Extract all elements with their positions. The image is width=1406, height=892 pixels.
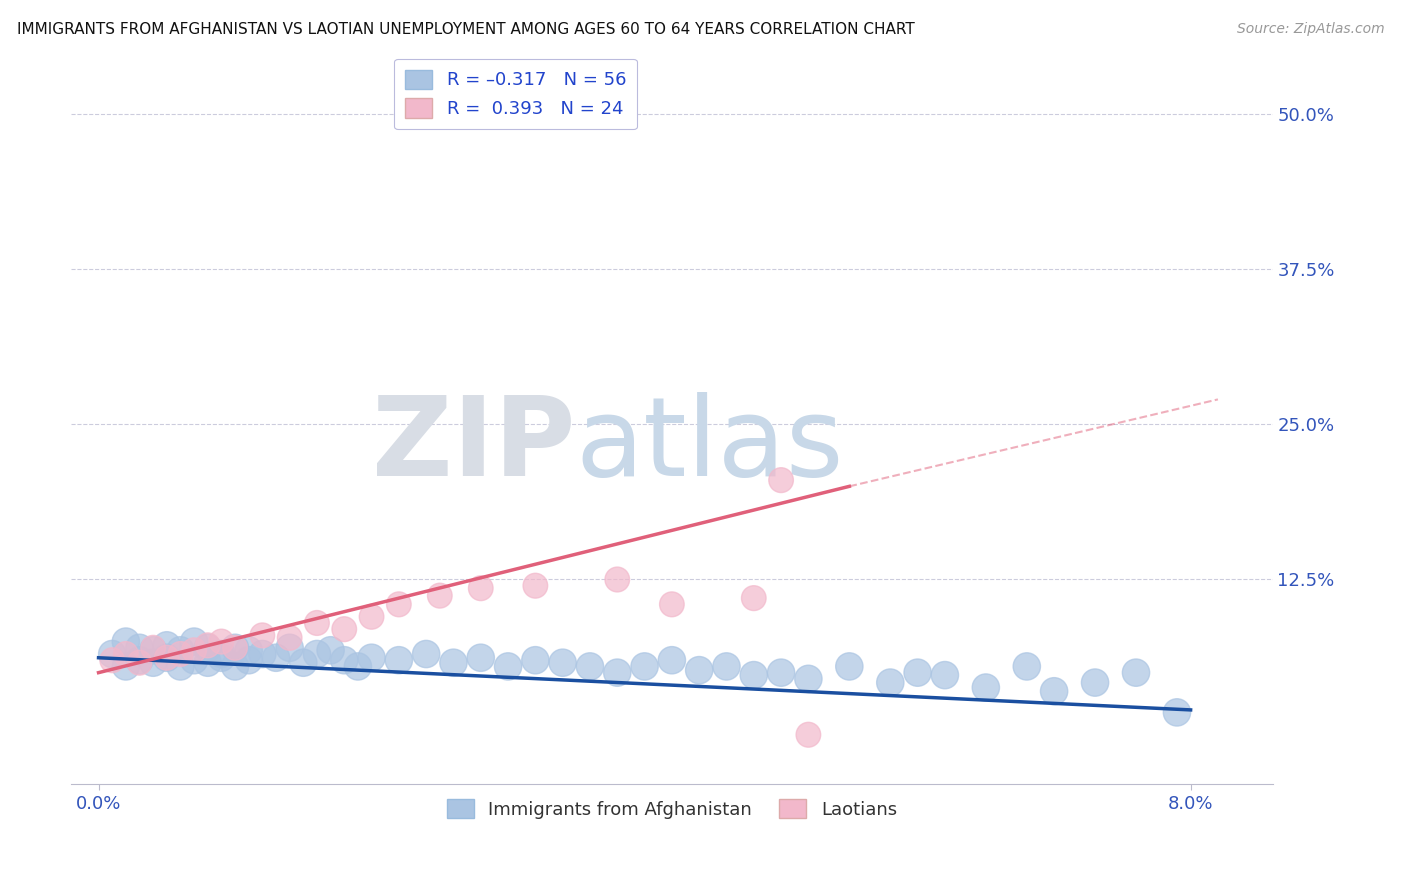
Ellipse shape xyxy=(194,634,221,662)
Ellipse shape xyxy=(180,647,208,673)
Text: ZIP: ZIP xyxy=(373,392,576,500)
Ellipse shape xyxy=(605,567,630,592)
Ellipse shape xyxy=(1081,669,1109,697)
Ellipse shape xyxy=(167,637,194,664)
Ellipse shape xyxy=(277,625,302,650)
Ellipse shape xyxy=(495,653,522,680)
Ellipse shape xyxy=(359,644,385,672)
Ellipse shape xyxy=(440,649,467,676)
Ellipse shape xyxy=(180,628,208,656)
Text: IMMIGRANTS FROM AFGHANISTAN VS LAOTIAN UNEMPLOYMENT AMONG AGES 60 TO 64 YEARS CO: IMMIGRANTS FROM AFGHANISTAN VS LAOTIAN U… xyxy=(17,22,915,37)
Ellipse shape xyxy=(169,641,193,666)
Ellipse shape xyxy=(468,575,494,600)
Ellipse shape xyxy=(835,653,863,680)
Ellipse shape xyxy=(305,610,329,635)
Ellipse shape xyxy=(768,659,794,686)
Ellipse shape xyxy=(385,647,412,673)
Text: atlas: atlas xyxy=(576,392,844,500)
Ellipse shape xyxy=(904,659,931,686)
Ellipse shape xyxy=(576,653,603,680)
Ellipse shape xyxy=(98,640,127,668)
Ellipse shape xyxy=(330,647,359,673)
Ellipse shape xyxy=(631,653,658,680)
Ellipse shape xyxy=(548,649,576,676)
Ellipse shape xyxy=(141,635,166,660)
Ellipse shape xyxy=(1014,653,1040,680)
Ellipse shape xyxy=(427,583,453,608)
Ellipse shape xyxy=(127,647,153,673)
Ellipse shape xyxy=(222,635,247,660)
Ellipse shape xyxy=(195,633,219,657)
Ellipse shape xyxy=(304,640,330,668)
Ellipse shape xyxy=(467,644,495,672)
Ellipse shape xyxy=(796,723,821,747)
Ellipse shape xyxy=(250,623,274,648)
Ellipse shape xyxy=(153,632,180,659)
Ellipse shape xyxy=(877,669,904,697)
Ellipse shape xyxy=(139,637,167,664)
Ellipse shape xyxy=(276,634,304,662)
Ellipse shape xyxy=(100,648,125,673)
Ellipse shape xyxy=(332,616,357,641)
Ellipse shape xyxy=(1163,698,1191,726)
Ellipse shape xyxy=(387,592,411,616)
Ellipse shape xyxy=(235,637,263,664)
Ellipse shape xyxy=(1122,659,1150,686)
Ellipse shape xyxy=(208,644,235,672)
Ellipse shape xyxy=(209,629,233,654)
Ellipse shape xyxy=(659,592,685,616)
Ellipse shape xyxy=(316,637,344,664)
Ellipse shape xyxy=(658,647,686,673)
Ellipse shape xyxy=(235,647,263,673)
Ellipse shape xyxy=(344,653,371,680)
Ellipse shape xyxy=(972,673,1000,701)
Ellipse shape xyxy=(127,650,152,675)
Ellipse shape xyxy=(603,659,631,686)
Ellipse shape xyxy=(360,605,384,629)
Ellipse shape xyxy=(523,574,548,599)
Ellipse shape xyxy=(127,634,153,662)
Ellipse shape xyxy=(740,662,768,689)
Ellipse shape xyxy=(741,586,766,610)
Ellipse shape xyxy=(769,467,793,492)
Ellipse shape xyxy=(114,641,138,666)
Text: Source: ZipAtlas.com: Source: ZipAtlas.com xyxy=(1237,22,1385,37)
Ellipse shape xyxy=(208,640,235,668)
Ellipse shape xyxy=(112,628,139,656)
Ellipse shape xyxy=(139,649,167,676)
Ellipse shape xyxy=(263,644,290,672)
Ellipse shape xyxy=(931,662,959,689)
Ellipse shape xyxy=(713,653,740,680)
Ellipse shape xyxy=(167,653,194,680)
Ellipse shape xyxy=(112,653,139,680)
Ellipse shape xyxy=(522,647,548,673)
Ellipse shape xyxy=(686,657,713,684)
Ellipse shape xyxy=(290,649,316,676)
Ellipse shape xyxy=(221,653,249,680)
Ellipse shape xyxy=(412,640,440,668)
Legend: Immigrants from Afghanistan, Laotians: Immigrants from Afghanistan, Laotians xyxy=(440,791,904,826)
Ellipse shape xyxy=(194,649,221,676)
Ellipse shape xyxy=(1040,678,1067,705)
Ellipse shape xyxy=(181,638,207,663)
Ellipse shape xyxy=(249,640,276,668)
Ellipse shape xyxy=(155,645,179,670)
Ellipse shape xyxy=(221,634,249,662)
Ellipse shape xyxy=(153,644,180,672)
Ellipse shape xyxy=(794,665,823,692)
